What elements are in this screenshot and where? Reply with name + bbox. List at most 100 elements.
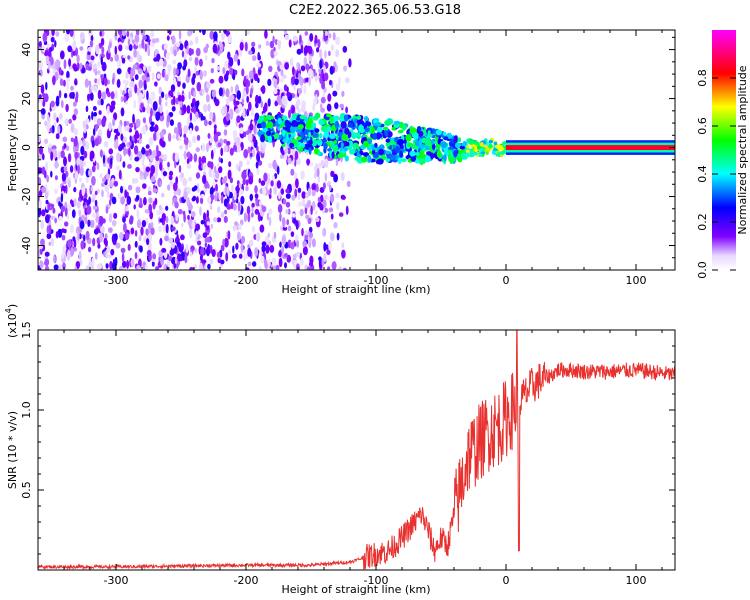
heatmap-cell (207, 263, 211, 270)
heatmap-cell (246, 205, 251, 215)
heatmap-cell (140, 226, 144, 236)
heatmap-cell (342, 267, 347, 270)
heatmap-cell (108, 148, 114, 155)
heatmap-cell (467, 139, 475, 145)
heatmap-cell (318, 256, 322, 262)
heatmap-cell (60, 205, 66, 213)
heatmap-cell (340, 142, 344, 148)
heatmap-cell (223, 215, 228, 224)
heatmap-cell (148, 137, 154, 146)
heatmap-cell (267, 121, 274, 129)
heatmap-cell (62, 262, 66, 270)
heatmap-cell (319, 132, 323, 139)
heatmap-cell (431, 143, 436, 150)
heatmap-cell (141, 156, 145, 167)
heatmap-cell (205, 246, 211, 257)
heatmap-cell (315, 217, 320, 223)
heatmap-cell (328, 240, 332, 251)
heatmap-cell (63, 59, 67, 70)
heatmap-cell (87, 46, 92, 52)
heatmap-cell (296, 48, 302, 55)
heatmap-cell (302, 240, 307, 247)
heatmap-cell (376, 133, 383, 139)
heatmap-cell (141, 220, 147, 228)
heatmap-cell (155, 167, 158, 177)
heatmap-cell (297, 187, 302, 193)
heatmap-cell (111, 177, 115, 184)
heatmap-cell (209, 30, 215, 40)
heatmap-cell (306, 118, 313, 124)
heatmap-cell (266, 130, 272, 136)
heatmap-cell (90, 34, 94, 42)
heatmap-cell (328, 207, 334, 213)
heatmap-cell (108, 121, 112, 132)
heatmap-cell (44, 265, 50, 270)
heatmap-cell (101, 189, 104, 198)
heatmap-cell (45, 199, 49, 205)
heatmap-cell (218, 40, 222, 48)
heatmap-cell (134, 74, 139, 81)
heatmap-cell (333, 61, 337, 68)
heatmap-cell (38, 59, 44, 70)
heatmap-cell (62, 136, 68, 143)
heatmap-cell (192, 135, 197, 144)
colorbar-gradient (712, 30, 736, 270)
heatmap-cell (278, 257, 283, 268)
heatmap-cell (164, 235, 169, 242)
heatmap-cell (134, 34, 139, 43)
heatmap-cell (44, 251, 50, 257)
heatmap-cell (214, 170, 220, 179)
heatmap-cell (159, 218, 164, 223)
heatmap-cell (261, 142, 267, 149)
heatmap-cell (38, 154, 43, 161)
heatmap-cell (70, 246, 75, 257)
heatmap-cell (95, 123, 98, 132)
heatmap-cell (167, 132, 172, 142)
heatmap-cell (207, 133, 211, 139)
heatmap-cell (493, 141, 498, 146)
heatmap-cell (128, 44, 133, 51)
heatmap-cell (102, 154, 106, 164)
heatmap-cell (335, 82, 341, 91)
heatmap-cell (177, 79, 181, 88)
y-tick-label: 20 (20, 92, 33, 106)
heatmap-cell (76, 200, 81, 209)
heatmap-cell (42, 45, 46, 53)
heatmap-cell (47, 114, 50, 122)
heatmap-cell (196, 134, 201, 141)
heatmap-cell (187, 68, 191, 78)
heatmap-cell (265, 244, 270, 254)
heatmap-cell (133, 48, 137, 58)
heatmap-cell (321, 138, 328, 143)
heatmap-cell (84, 140, 89, 151)
heatmap-cell (173, 190, 178, 196)
heatmap-cell (313, 147, 319, 155)
heatmap-cell (199, 70, 203, 80)
heatmap-cell (142, 106, 146, 113)
heatmap-cell (218, 166, 223, 174)
heatmap-cell (72, 236, 76, 242)
heatmap-cell (177, 62, 183, 70)
heatmap-cell (248, 50, 253, 55)
heatmap-cell (178, 165, 182, 173)
heatmap-cell (364, 121, 372, 127)
heatmap-cell (459, 145, 466, 150)
heatmap-cell (114, 45, 118, 56)
heatmap-cell (435, 129, 442, 136)
heatmap-cell (241, 68, 245, 77)
heatmap-cell (54, 40, 57, 48)
heatmap-cell (281, 150, 285, 156)
heatmap-cell (338, 266, 342, 270)
heatmap-cell (376, 126, 383, 133)
heatmap-cell (254, 208, 260, 215)
heatmap-cell (274, 132, 280, 139)
heatmap-cell (125, 71, 129, 79)
heatmap-cell (93, 63, 97, 70)
heatmap-cell (84, 78, 89, 88)
heatmap-cell (177, 94, 182, 102)
heatmap-cell (212, 43, 218, 54)
heatmap-cell (127, 147, 131, 157)
heatmap-cell (330, 232, 335, 242)
heatmap-cell (294, 93, 298, 100)
heatmap-cell (281, 95, 287, 105)
